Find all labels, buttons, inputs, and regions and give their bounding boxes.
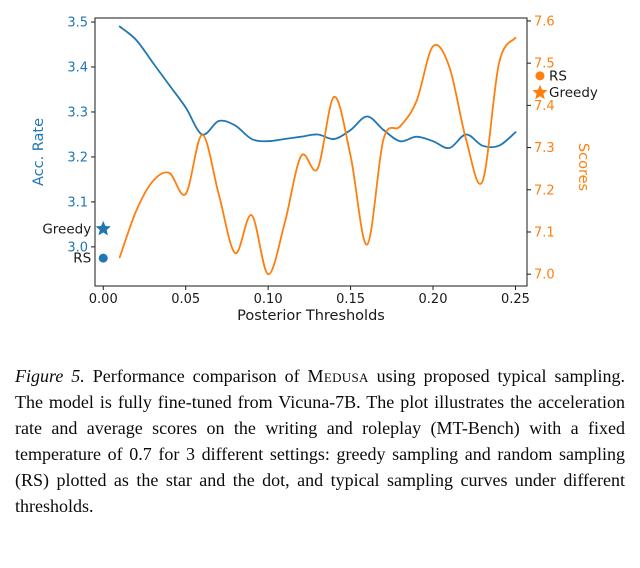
caption-text-before: Performance comparison of	[84, 366, 308, 386]
paper-figure-page: 0.00 0.05 0.10 0.15 0.20 0.25 3.0 3.1 3.2 3.3 3.4 3…	[0, 4, 640, 519]
left-greedy-star-icon	[95, 220, 111, 236]
scores-line	[118, 36, 517, 276]
figure-caption: Figure 5. Performance comparison of Medu…	[15, 364, 625, 519]
left-rs-label: RS	[73, 251, 91, 267]
left-tick-label: 3.0	[67, 240, 88, 255]
left-tick-label: 3.1	[67, 195, 88, 210]
right-greedy-label: Greedy	[549, 85, 598, 101]
figure5-chart-area: 0.00 0.05 0.10 0.15 0.20 0.25 3.0 3.1 3.2 3.3 3.4 3…	[0, 4, 640, 342]
right-tick-label: 7.1	[534, 225, 555, 240]
right-tick-label: 7.5	[534, 57, 555, 72]
right-tick-label: 7.2	[534, 183, 555, 198]
right-greedy-star-icon	[532, 84, 548, 100]
x-tick-label: 0.05	[171, 292, 200, 307]
right-tick-label: 7.4	[534, 99, 555, 114]
plot-frame	[94, 17, 528, 287]
left-greedy-label: Greedy	[42, 221, 91, 237]
left-tick-label: 3.4	[67, 61, 88, 76]
left-rs-dot-icon	[98, 253, 108, 263]
medusa-name: Medusa	[307, 366, 369, 386]
x-tick-label: 0.20	[419, 292, 448, 307]
left-tick-label: 3.2	[67, 150, 88, 165]
x-tick-label: 0.10	[254, 292, 283, 307]
right-rs-label: RS	[549, 68, 567, 84]
x-tick-label: 0.00	[89, 292, 118, 307]
figure-label: Figure 5.	[15, 366, 85, 386]
left-axis-label: Acc. Rate	[31, 117, 47, 187]
x-tick-label: 0.15	[336, 292, 365, 307]
acceleration-rate-line	[118, 25, 517, 150]
right-rs-dot-icon	[535, 71, 545, 81]
dual-axis-line-chart: 0.00 0.05 0.10 0.15 0.20 0.25 3.0 3.1 3.2 3.3 3.4 3…	[42, 14, 598, 307]
right-tick-label: 7.6	[534, 14, 555, 29]
x-tick-label: 0.25	[501, 292, 530, 307]
right-tick-label: 7.3	[534, 141, 555, 156]
x-axis-label: Posterior Thresholds	[237, 308, 385, 324]
left-tick-label: 3.5	[67, 16, 88, 31]
right-axis-label: Scores	[575, 142, 591, 192]
caption-text-after: using proposed typical sampling. The mod…	[15, 366, 625, 516]
right-tick-label: 7.0	[534, 268, 555, 283]
left-tick-label: 3.3	[67, 105, 88, 120]
